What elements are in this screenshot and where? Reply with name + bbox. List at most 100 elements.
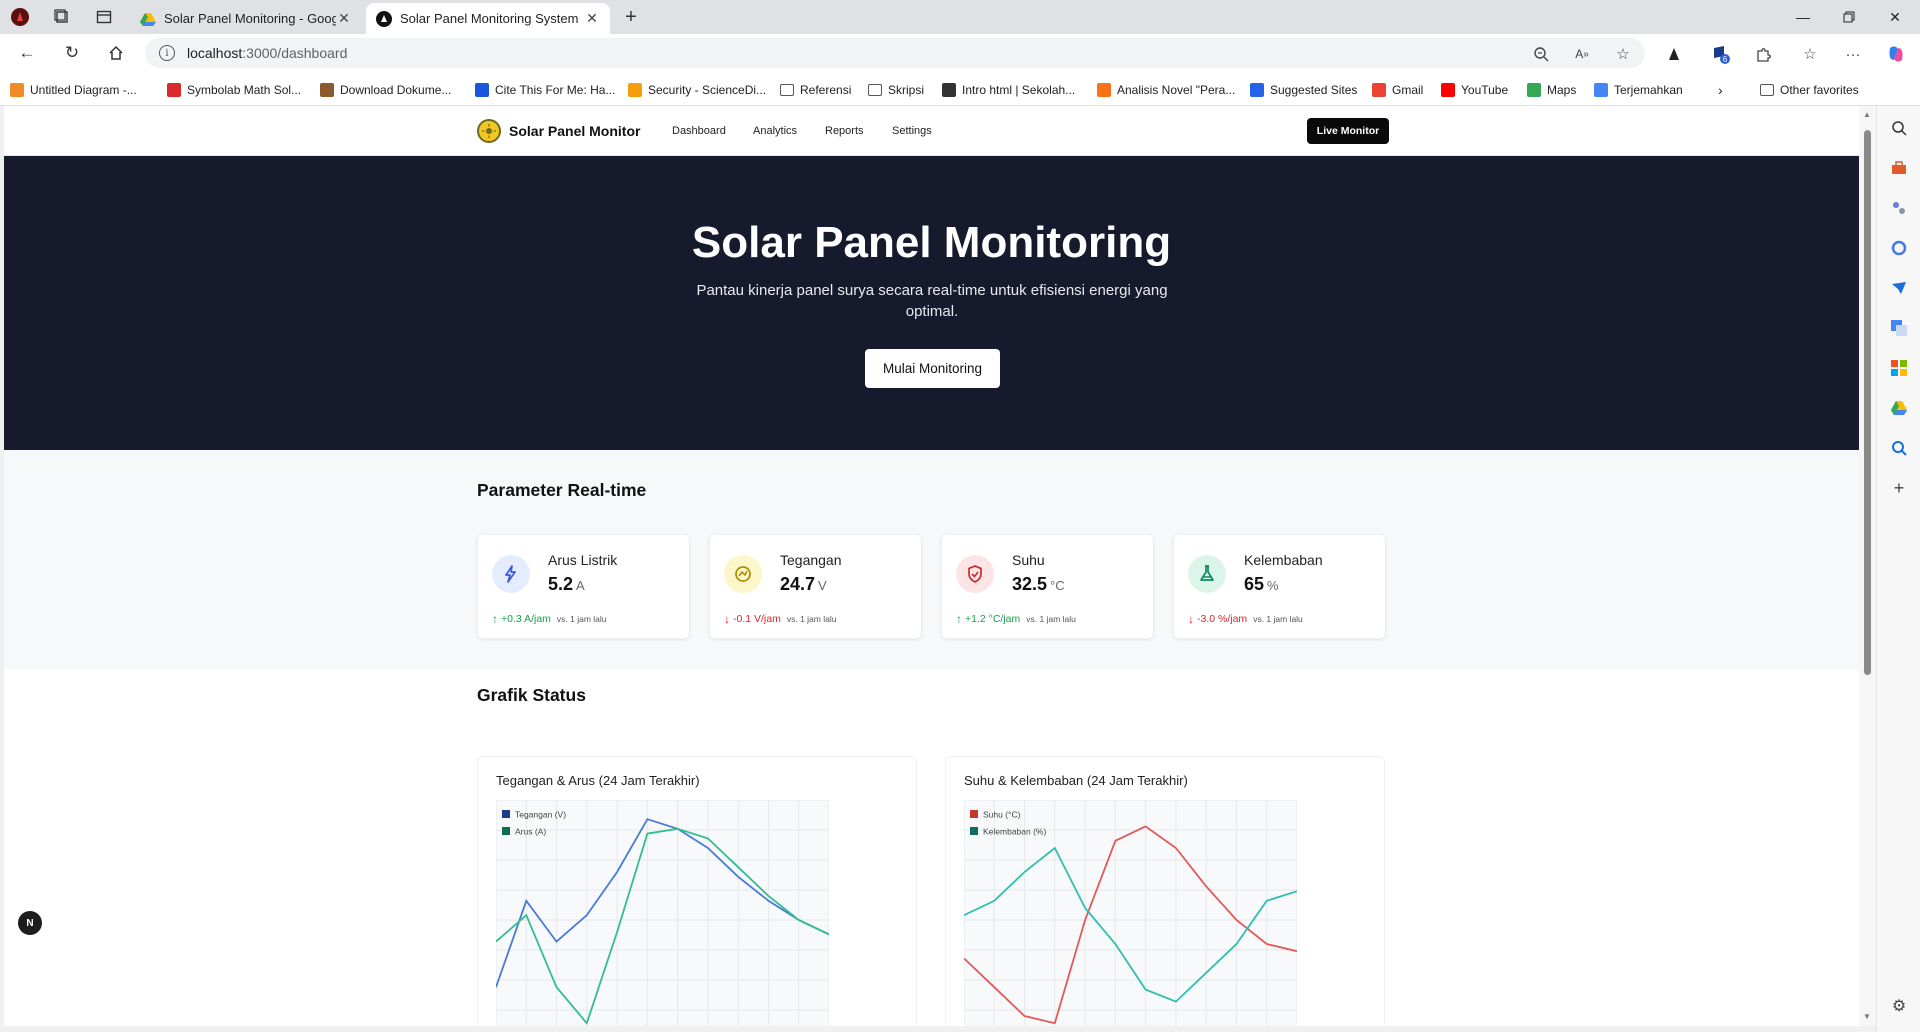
- nav-settings[interactable]: Settings: [892, 125, 932, 137]
- bookmark-item[interactable]: YouTube: [1441, 81, 1508, 99]
- bookmark-favicon-icon: [320, 83, 334, 97]
- page-viewport: Solar Panel Monitor Dashboard Analytics …: [4, 106, 1859, 1026]
- bookmark-item[interactable]: Cite This For Me: Ha...: [475, 81, 615, 99]
- search-icon[interactable]: [1889, 118, 1909, 138]
- extension-shield-icon[interactable]: 6: [1710, 44, 1730, 64]
- legend-swatch: [970, 827, 978, 835]
- reload-icon[interactable]: ↻: [64, 43, 80, 62]
- new-tab-button[interactable]: +: [625, 5, 637, 28]
- parameter-value: 65%: [1244, 574, 1279, 595]
- bookmark-label: Skripsi: [888, 83, 925, 97]
- google-drive-icon: [140, 12, 156, 26]
- url-host: localhost: [187, 45, 243, 61]
- nav-reports[interactable]: Reports: [825, 125, 864, 137]
- parameter-change: ↑ +0.3 A/jam vs. 1 jam lalu: [492, 612, 607, 626]
- bookmark-favicon-icon: [10, 83, 24, 97]
- live-monitor-button[interactable]: Live Monitor: [1307, 118, 1389, 144]
- extension-badge: 6: [1723, 55, 1728, 64]
- bing-search-icon[interactable]: [1889, 438, 1909, 458]
- more-menu-icon[interactable]: ···: [1845, 45, 1861, 63]
- chart-title: Tegangan & Arus (24 Jam Terakhir): [496, 773, 700, 788]
- bookmark-item[interactable]: Terjemahkan: [1594, 81, 1683, 99]
- read-aloud-icon[interactable]: A»: [1575, 47, 1589, 61]
- bookmark-item[interactable]: Untitled Diagram -...: [10, 81, 137, 99]
- series-line-1: [496, 827, 829, 1026]
- tools-icon[interactable]: [1889, 198, 1909, 218]
- bookmarks-overflow-chevron-icon[interactable]: ›: [1718, 82, 1723, 98]
- bookmark-favicon-icon: [1441, 83, 1455, 97]
- home-icon[interactable]: [105, 42, 127, 64]
- trend-down-arrow-icon: ↓: [724, 612, 730, 626]
- bookmark-item[interactable]: Intro html | Sekolah...: [942, 81, 1075, 99]
- bookmark-label: Intro html | Sekolah...: [962, 83, 1076, 97]
- bookmark-favicon-icon: [628, 83, 642, 97]
- translate-icon[interactable]: [1889, 318, 1909, 338]
- nav-analytics[interactable]: Analytics: [753, 125, 798, 137]
- workspaces-icon[interactable]: [52, 7, 72, 27]
- close-window-button[interactable]: ✕: [1889, 8, 1901, 25]
- bookmark-favicon-icon: [1250, 83, 1264, 97]
- page-scrollbar[interactable]: ▲ ▼: [1859, 106, 1876, 1026]
- change-comparison: vs. 1 jam lalu: [786, 614, 837, 624]
- folder-icon: [868, 84, 882, 96]
- hero-subtitle: Pantau kinerja panel surya secara real-t…: [696, 282, 1168, 320]
- bookmark-favicon-icon: [942, 83, 956, 97]
- bookmark-item[interactable]: Skripsi: [868, 81, 924, 99]
- minimize-button[interactable]: —: [1796, 9, 1810, 25]
- url-path: :3000/dashboard: [242, 45, 348, 61]
- bookmark-favicon-icon: [1594, 83, 1608, 97]
- other-favorites[interactable]: Other favorites: [1760, 81, 1859, 99]
- copilot-icon[interactable]: [1886, 44, 1906, 64]
- profile-icon[interactable]: [10, 7, 30, 27]
- start-monitoring-button[interactable]: Mulai Monitoring: [865, 349, 1000, 388]
- address-bar[interactable]: i localhost:3000/dashboard: [145, 38, 1645, 68]
- change-comparison: vs. 1 jam lalu: [556, 614, 607, 624]
- plot-background: [496, 800, 829, 1026]
- site-info-icon[interactable]: i: [159, 45, 175, 61]
- bookmark-item[interactable]: Symbolab Math Sol...: [167, 81, 301, 99]
- close-tab-icon[interactable]: ✕: [586, 10, 598, 26]
- series-line-0: [964, 825, 1297, 1025]
- sidebar-settings-icon[interactable]: ⚙: [1891, 998, 1907, 1015]
- gauge-icon: [724, 555, 762, 593]
- zoom-icon[interactable]: [1531, 44, 1551, 64]
- bookmark-item[interactable]: Referensi: [780, 81, 851, 99]
- extensions-puzzle-icon[interactable]: [1753, 44, 1773, 64]
- parameter-change: ↑ +1.2 °C/jam vs. 1 jam lalu: [956, 612, 1076, 626]
- google-drive-icon[interactable]: [1889, 398, 1909, 418]
- change-value: +0.3 A/jam: [501, 613, 551, 625]
- bookmark-item[interactable]: Suggested Sites: [1250, 81, 1357, 99]
- scrollbar-thumb[interactable]: [1864, 130, 1871, 675]
- add-sidebar-app-icon[interactable]: +: [1893, 477, 1905, 498]
- bookmark-item[interactable]: Gmail: [1372, 81, 1423, 99]
- bookmark-label: Security - ScienceDi...: [648, 83, 767, 97]
- tab-google-drive[interactable]: Solar Panel Monitoring - Google D ✕: [130, 3, 362, 34]
- bookmark-item[interactable]: Maps: [1527, 81, 1576, 99]
- brand[interactable]: Solar Panel Monitor: [477, 119, 640, 143]
- collections-icon[interactable]: ☆: [1803, 46, 1817, 63]
- parameter-card: Kelembaban 65% ↓ -3.0 %/jam vs. 1 jam lalu: [1173, 534, 1386, 639]
- bookmark-item[interactable]: Security - ScienceDi...: [628, 81, 766, 99]
- nextjs-devtools-badge[interactable]: N: [18, 911, 42, 935]
- bookmark-item[interactable]: Download Dokume...: [320, 81, 451, 99]
- bookmark-favicon-icon: [475, 83, 489, 97]
- shield-icon: [956, 555, 994, 593]
- nav-dashboard[interactable]: Dashboard: [672, 125, 726, 137]
- scroll-up-icon[interactable]: ▲: [1863, 110, 1871, 119]
- parameter-change: ↓ -0.1 V/jam vs. 1 jam lalu: [724, 612, 836, 626]
- office-icon[interactable]: [1889, 358, 1909, 378]
- bookmark-item[interactable]: Analisis Novel "Pera...: [1097, 81, 1235, 99]
- send-icon[interactable]: [1889, 278, 1909, 298]
- copilot-app-icon[interactable]: [1889, 238, 1909, 258]
- extension-person-icon[interactable]: [1664, 44, 1684, 64]
- tab-actions-icon[interactable]: [94, 7, 114, 27]
- shopping-icon[interactable]: [1889, 158, 1909, 178]
- tab-solar-monitoring[interactable]: Solar Panel Monitoring System ✕: [366, 3, 610, 34]
- bookmark-favicon-icon: [1527, 83, 1541, 97]
- favorite-star-icon[interactable]: ☆: [1616, 46, 1630, 63]
- restore-button[interactable]: [1826, 6, 1872, 28]
- scroll-down-icon[interactable]: ▼: [1863, 1012, 1871, 1021]
- back-icon[interactable]: ←: [18, 43, 36, 62]
- parameter-value: 32.5 °C: [1012, 574, 1065, 595]
- close-tab-icon[interactable]: ✕: [338, 10, 350, 26]
